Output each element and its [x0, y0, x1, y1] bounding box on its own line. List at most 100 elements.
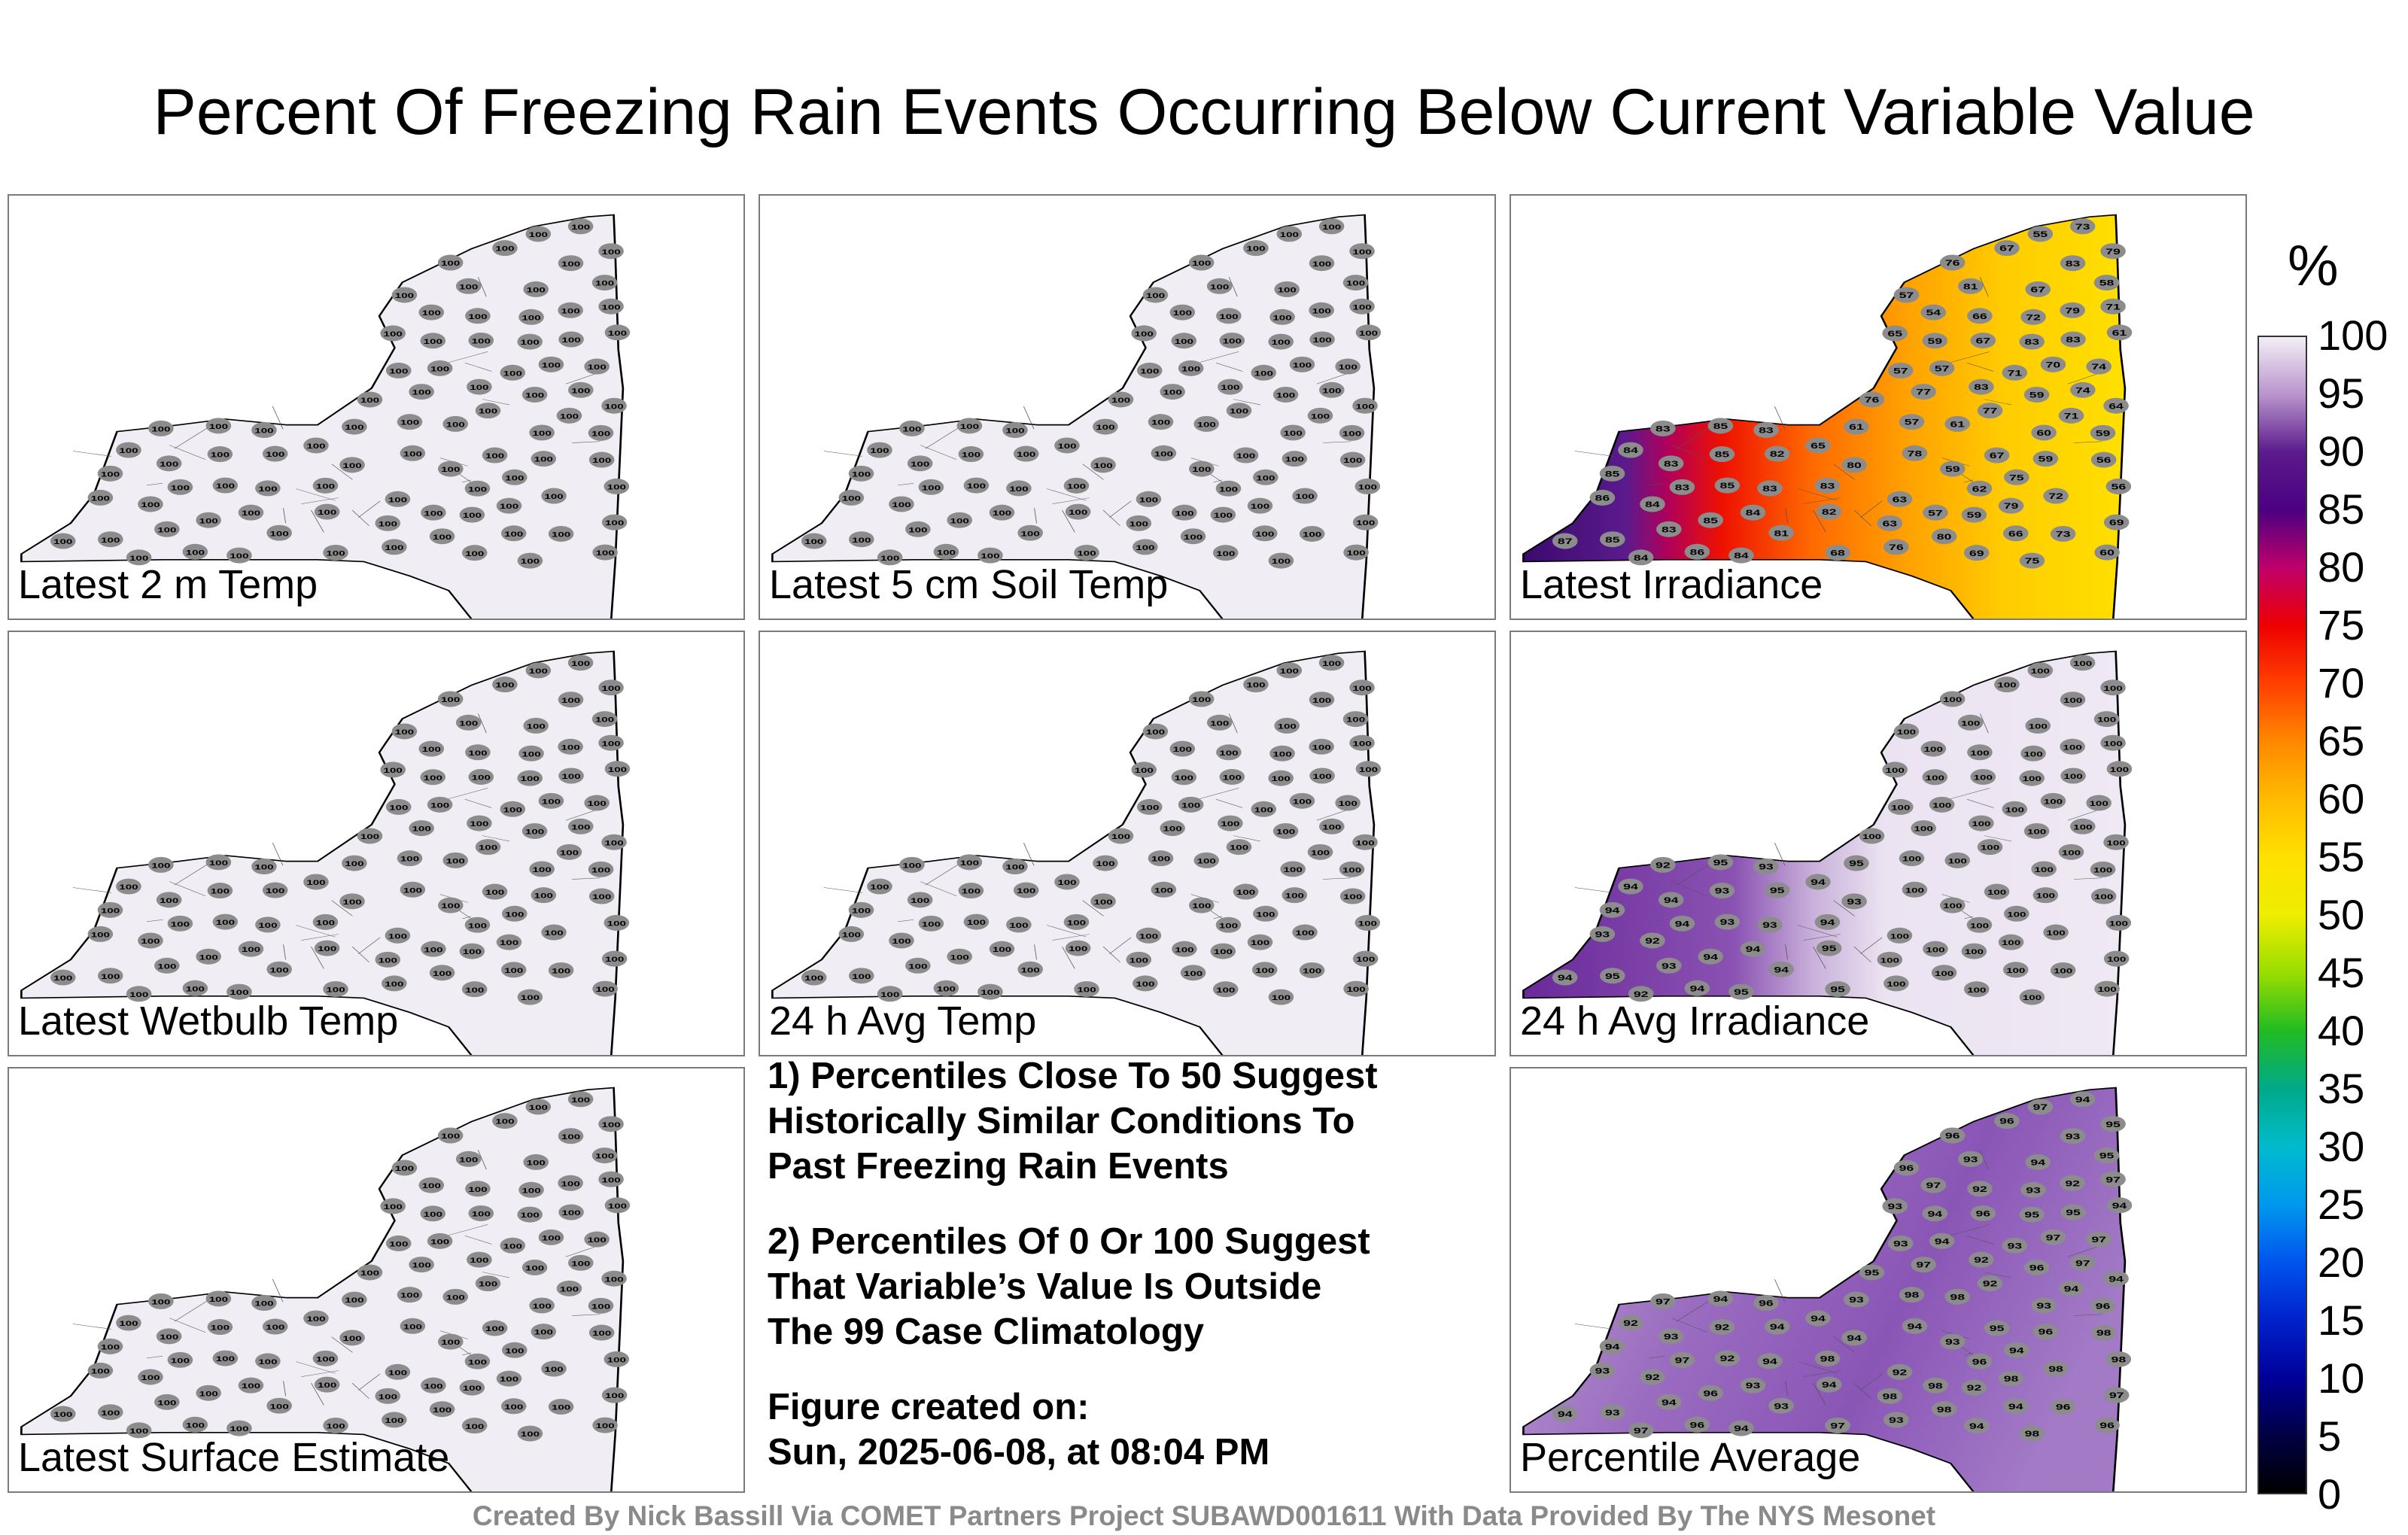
station-marker: [409, 820, 434, 837]
panel-label: Latest Irradiance: [1520, 562, 1823, 607]
county-line: [301, 497, 339, 504]
station-marker: [1243, 676, 1269, 693]
county-line: [358, 937, 381, 954]
station-value: 96: [1975, 1210, 1990, 1219]
station-marker: [1899, 414, 1925, 430]
station-value: 100: [1322, 660, 1341, 667]
station-value: 100: [588, 800, 607, 807]
county-line: [331, 1336, 353, 1353]
station-value: 100: [571, 823, 590, 831]
station-marker: [1274, 717, 1300, 734]
station-value: 100: [379, 1393, 397, 1400]
station-value: 83: [1675, 483, 1690, 492]
station-value: 97: [1655, 1297, 1671, 1306]
station-marker: [588, 424, 614, 441]
station-marker: [1226, 839, 1252, 856]
county-line: [2074, 441, 2102, 443]
station-marker: [1764, 445, 1790, 462]
station-marker: [1206, 714, 1233, 731]
station-value: 100: [981, 989, 999, 996]
station-value: 93: [1595, 931, 1610, 940]
colorbar-tick-label: 95: [2318, 369, 2365, 417]
station-value: 94: [1558, 974, 1573, 983]
station-marker: [2019, 333, 2045, 350]
station-marker: [475, 1275, 501, 1292]
station-marker: [1599, 901, 1625, 918]
station-value: 100: [186, 549, 205, 556]
station-value: 100: [560, 849, 579, 856]
panel-24h-avg-temp: 100 100 100 100 100 100 100 100 100 100 100 100 100 1…: [759, 631, 1496, 1056]
station-value: 100: [1272, 314, 1291, 321]
station-marker: [1709, 446, 1735, 463]
station-marker: [848, 901, 874, 918]
station-marker: [138, 496, 163, 512]
station-value: 100: [967, 482, 986, 490]
station-marker: [262, 1318, 288, 1335]
station-value: 100: [465, 1423, 484, 1430]
county-line: [477, 277, 487, 297]
station-marker: [1251, 962, 1278, 978]
county-line: [1233, 835, 1261, 842]
station-marker: [465, 744, 491, 761]
station-value: 100: [441, 902, 460, 910]
station-value: 100: [525, 1264, 544, 1272]
station-value: 100: [1272, 339, 1291, 346]
county-line: [1853, 946, 1871, 962]
station-value: 94: [2064, 1284, 2080, 1293]
station-marker: [1882, 761, 1908, 778]
station-value: 86: [1690, 548, 1705, 557]
station-marker: [251, 422, 277, 439]
county-line: [1803, 497, 1841, 504]
station-marker: [2058, 843, 2084, 860]
station-value: 100: [430, 801, 449, 809]
station-value: 100: [2110, 766, 2129, 774]
county-line: [1803, 934, 1841, 941]
station-marker: [1640, 496, 1665, 512]
station-value: 84: [1734, 552, 1750, 561]
station-value: 100: [463, 948, 482, 956]
station-marker: [1939, 460, 1966, 477]
county-line: [1228, 277, 1238, 297]
station-marker: [531, 451, 557, 467]
station-value: 93: [1963, 1155, 1978, 1164]
station-marker: [116, 878, 141, 895]
station-marker: [2103, 514, 2130, 530]
station-value: 100: [525, 391, 544, 399]
station-marker: [375, 515, 401, 531]
station-marker: [1210, 943, 1236, 959]
county-line: [1213, 916, 1223, 919]
station-value: 67: [1975, 337, 1990, 346]
station-value: 100: [1890, 932, 1909, 940]
station-value: 94: [2075, 1096, 2091, 1105]
station-marker: [500, 364, 526, 381]
station-marker: [255, 1353, 281, 1369]
station-value: 100: [395, 292, 414, 299]
station-marker: [148, 420, 174, 436]
station-marker: [1882, 325, 1908, 342]
station-value: 100: [605, 1392, 624, 1400]
station-marker: [591, 711, 618, 728]
station-marker: [1994, 240, 2020, 257]
station-value: 100: [604, 1275, 623, 1283]
station-marker: [588, 861, 614, 877]
station-value: 100: [1339, 363, 1358, 371]
station-marker: [2002, 801, 2028, 817]
station-value: 100: [211, 1324, 230, 1331]
station-value: 100: [505, 1347, 524, 1354]
station-value: 100: [1356, 519, 1375, 527]
station-marker: [877, 549, 903, 566]
station-marker: [97, 531, 123, 548]
colorbar: [2258, 336, 2307, 1494]
station-marker: [2060, 1175, 2085, 1191]
station-marker: [382, 539, 407, 555]
station-marker: [525, 662, 552, 679]
station-value: 100: [1096, 860, 1114, 868]
station-marker: [2020, 1181, 2046, 1198]
station-value: 94: [1820, 918, 1836, 927]
station-value: 100: [1342, 430, 1361, 437]
station-marker: [1090, 457, 1116, 473]
station-value: 100: [607, 483, 626, 491]
station-value: 100: [119, 447, 138, 454]
station-marker: [1074, 544, 1099, 561]
county-line: [1860, 937, 1883, 954]
